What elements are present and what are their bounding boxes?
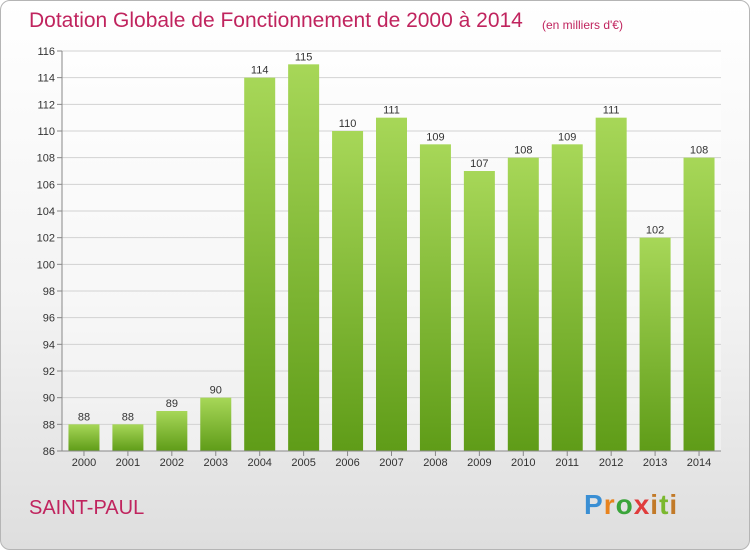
x-tick-label: 2011 <box>555 457 579 469</box>
bar-value-label: 111 <box>383 105 400 117</box>
bar-value-label: 110 <box>339 118 357 130</box>
y-tick-label: 94 <box>43 339 55 351</box>
bar-2002 <box>156 411 188 451</box>
proxiti-logo: Proxiti <box>584 489 679 520</box>
y-tick-label: 98 <box>43 286 55 298</box>
bar-value-label: 109 <box>426 131 444 143</box>
bar-value-label: 89 <box>166 398 178 410</box>
bar-2006 <box>332 131 364 451</box>
y-tick-label: 102 <box>37 233 55 245</box>
x-tick-label: 2002 <box>160 457 184 469</box>
chart-unit: (en milliers d'€) <box>542 18 623 32</box>
bar-2008 <box>419 144 451 452</box>
bar-value-label: 111 <box>603 105 620 117</box>
y-tick-label: 92 <box>43 366 55 378</box>
y-tick-label: 114 <box>37 73 55 85</box>
bar-2000 <box>68 424 100 451</box>
bar-value-label: 107 <box>470 158 488 170</box>
bar-value-label: 88 <box>122 411 134 423</box>
bar-value-label: 108 <box>690 145 708 157</box>
x-tick-label: 2000 <box>72 457 96 469</box>
y-tick-label: 86 <box>43 446 55 458</box>
bar-value-label: 102 <box>646 225 664 237</box>
y-tick-label: 112 <box>37 99 55 111</box>
x-tick-label: 2007 <box>379 457 403 469</box>
x-tick-label: 2005 <box>291 457 315 469</box>
bar-2013 <box>639 237 671 451</box>
bar-value-label: 114 <box>251 65 269 77</box>
bar-2009 <box>463 171 495 451</box>
y-tick-label: 88 <box>43 419 55 431</box>
y-tick-label: 90 <box>43 393 55 405</box>
y-tick-label: 104 <box>37 206 55 218</box>
bar-2007 <box>376 117 407 452</box>
bar-value-label: 90 <box>210 385 222 397</box>
y-tick-label: 106 <box>37 179 55 191</box>
x-tick-label: 2012 <box>599 457 623 469</box>
x-tick-label: 2008 <box>423 457 447 469</box>
y-tick-label: 108 <box>37 153 55 165</box>
bar-2011 <box>551 144 583 452</box>
bar-value-label: 108 <box>514 145 532 157</box>
y-tick-label: 110 <box>37 126 55 138</box>
y-tick-label: 116 <box>37 46 55 58</box>
bar-2005 <box>288 64 320 452</box>
bar-2001 <box>112 424 144 451</box>
x-tick-label: 2006 <box>335 457 359 469</box>
x-tick-label: 2004 <box>247 457 271 469</box>
bar-2014 <box>683 157 715 451</box>
chart-title: Dotation Globale de Fonctionnement de 20… <box>29 9 523 32</box>
y-tick-label: 96 <box>43 313 55 325</box>
x-tick-label: 2003 <box>204 457 228 469</box>
x-tick-label: 2009 <box>467 457 491 469</box>
bar-2012 <box>595 117 627 452</box>
commune-name: SAINT-PAUL <box>29 497 145 519</box>
bar-2003 <box>200 397 232 451</box>
bar-2010 <box>507 157 539 451</box>
bar-value-label: 88 <box>78 411 90 423</box>
bar-value-label: 109 <box>558 131 576 143</box>
x-tick-label: 2014 <box>687 457 711 469</box>
x-tick-label: 2001 <box>116 457 140 469</box>
x-tick-label: 2013 <box>643 457 667 469</box>
y-tick-label: 100 <box>37 259 55 271</box>
bar-2004 <box>244 77 276 452</box>
bar-value-label: 115 <box>295 51 313 63</box>
x-tick-label: 2010 <box>511 457 535 469</box>
